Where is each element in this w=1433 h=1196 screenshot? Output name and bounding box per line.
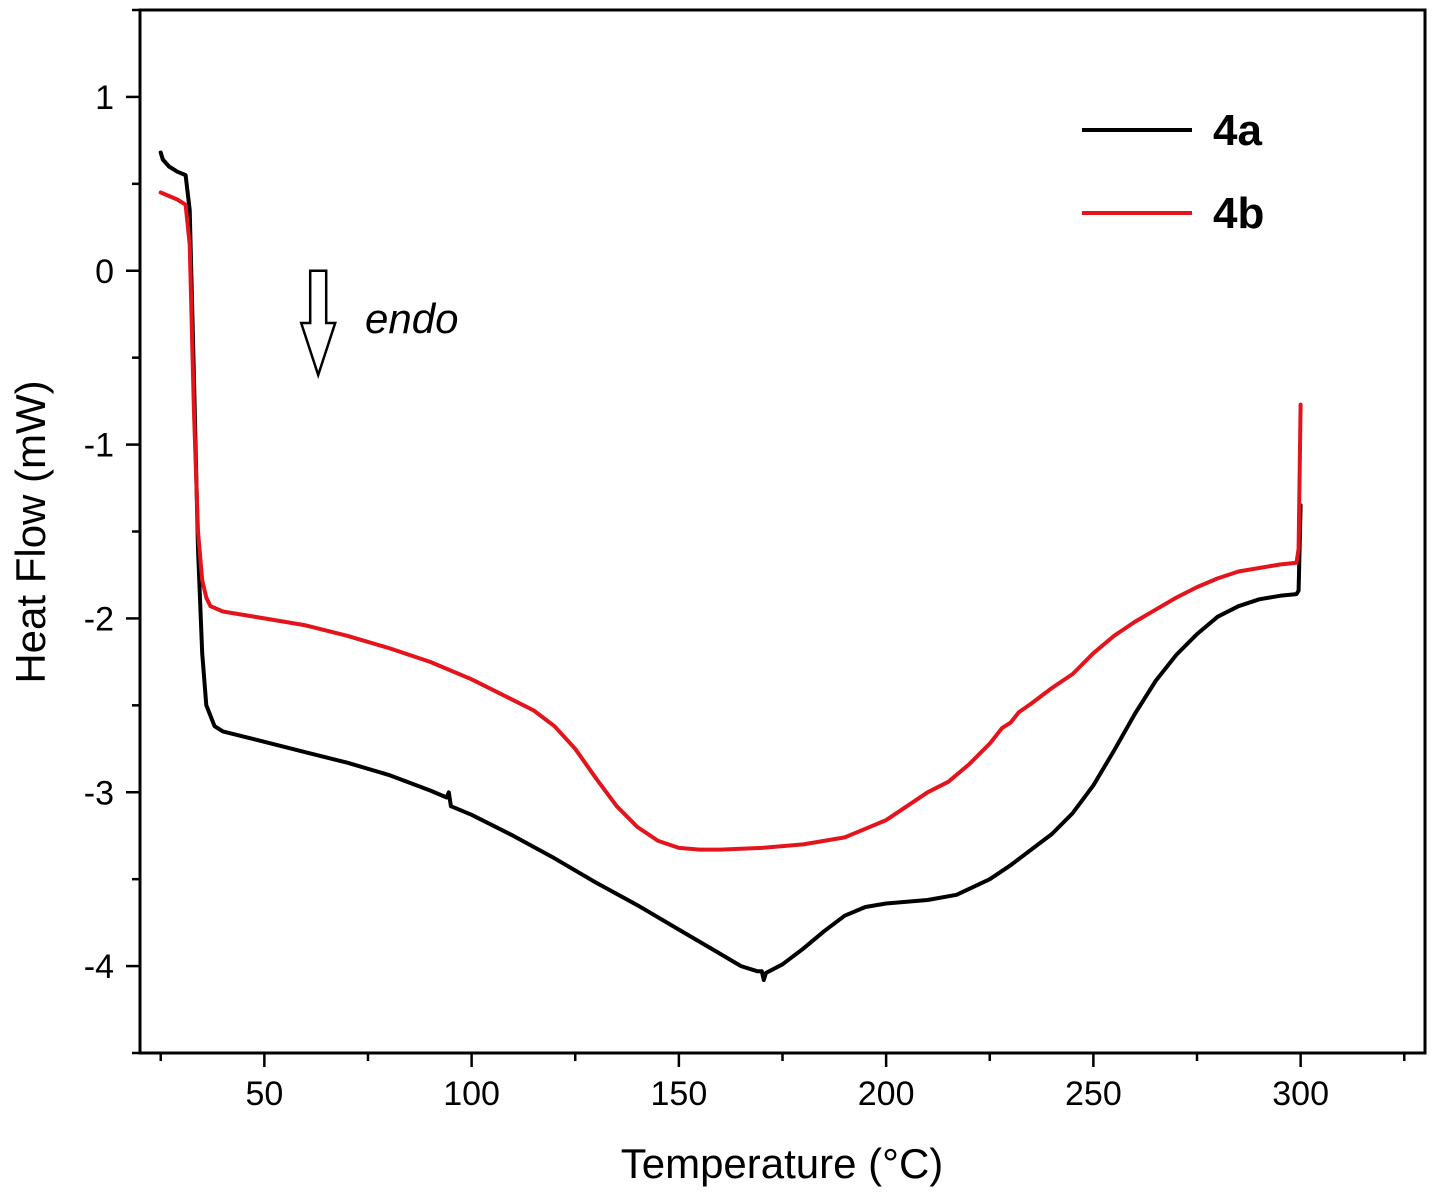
endo-annotation: endo <box>365 295 458 342</box>
y-tick-label: -1 <box>84 427 114 465</box>
x-tick-label: 150 <box>651 1075 708 1113</box>
y-tick-label: 1 <box>95 79 114 117</box>
y-axis-title: Heat Flow (mW) <box>7 380 54 683</box>
series-line-4b <box>158 190 1303 852</box>
x-axis-ticks: 50 100 150 200 250 300 <box>159 1053 1406 1113</box>
x-axis-title: Temperature (°C) <box>621 1140 944 1187</box>
x-tick-label: 100 <box>443 1075 500 1113</box>
y-tick-label: 0 <box>95 253 114 291</box>
y-tick-label: -4 <box>84 948 114 986</box>
series-layer <box>158 150 1303 982</box>
endo-arrow-icon <box>299 269 337 380</box>
series-line-4a <box>158 150 1303 982</box>
y-axis-ticks: 1 0 -1 -2 -3 -4 <box>84 8 140 1055</box>
x-tick-label: 250 <box>1065 1075 1122 1113</box>
x-tick-label: 300 <box>1272 1075 1329 1113</box>
x-tick-label: 200 <box>858 1075 915 1113</box>
x-tick-label: 50 <box>245 1075 283 1113</box>
y-tick-label: -3 <box>84 774 114 812</box>
y-tick-label: -2 <box>84 600 114 638</box>
plot-frame <box>138 8 1427 1055</box>
legend-label-4a: 4a <box>1213 106 1262 155</box>
legend-label-4b: 4b <box>1213 189 1264 238</box>
